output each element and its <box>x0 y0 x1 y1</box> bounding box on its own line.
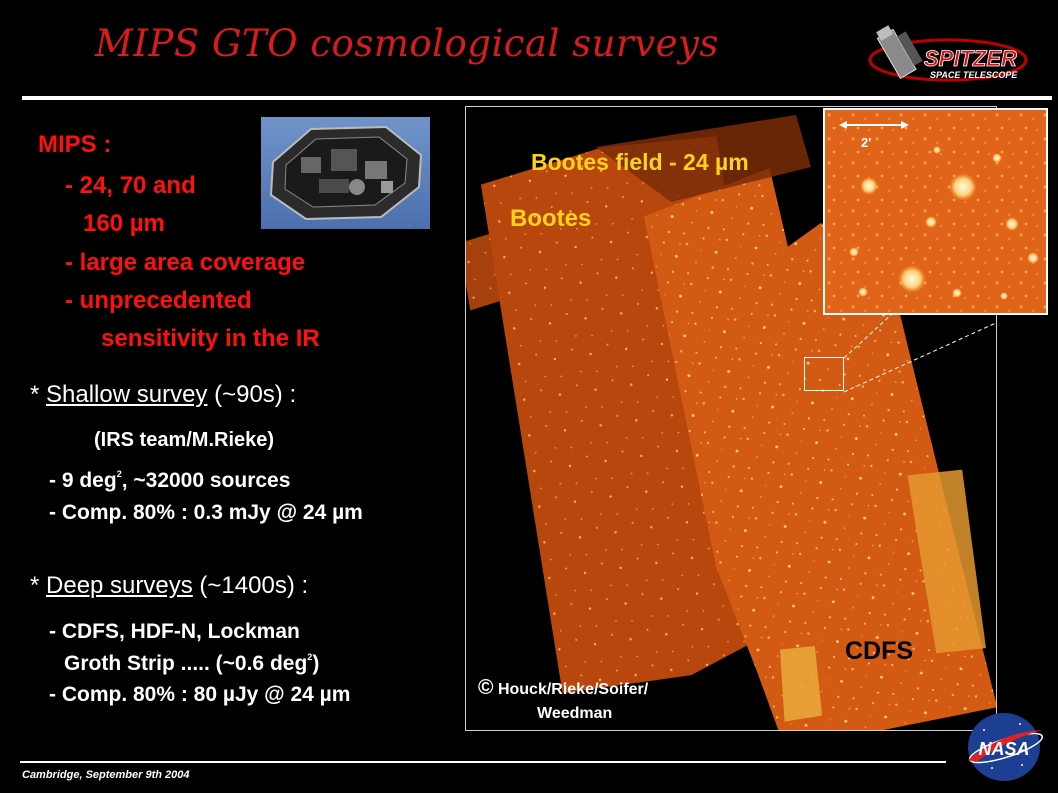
shallow-survey-area: - 9 deg2, ~32000 sources <box>49 469 291 492</box>
mips-line-sensitivity: sensitivity in the IR <box>101 325 320 352</box>
mips-instrument-photo: ... <box>261 117 430 229</box>
deep-surveys-groth: Groth Strip ..... (~0.6 deg2) <box>64 652 320 675</box>
bootes-field-title: Bootes field - 24 µm <box>531 149 749 175</box>
mips-line-coverage: - large area coverage <box>65 249 306 276</box>
survey-map <box>466 115 996 730</box>
top-rule <box>22 96 1052 100</box>
image-credit-line1: © Houck/Rieke/Soifer/ <box>478 676 649 699</box>
svg-text:SPACE TELESCOPE: SPACE TELESCOPE <box>930 70 1018 80</box>
zoom-inset-image <box>823 108 1048 315</box>
deep-surveys-completeness: - Comp. 80% : 80 µJy @ 24 µm <box>49 683 351 706</box>
shallow-survey-heading: * Shallow survey (~90s) : <box>30 381 297 408</box>
zoom-inset-map <box>825 110 1046 313</box>
deep-surveys-heading: * Deep surveys (~1400s) : <box>30 572 309 599</box>
svg-text:NASA: NASA <box>978 739 1029 759</box>
shallow-survey-team: (IRS team/M.Rieke) <box>94 429 275 451</box>
cdfs-label: CDFS <box>845 637 914 665</box>
mips-line-wavelengths: - 24, 70 and <box>65 172 196 199</box>
bootes-label: Bootes <box>510 205 592 232</box>
slide-title: MIPS GTO cosmological surveys <box>95 22 719 65</box>
deep-surveys-fields: - CDFS, HDF-N, Lockman <box>49 620 300 643</box>
svg-text:SPITZER: SPITZER <box>924 46 1017 71</box>
footer-text: Cambridge, September 9th 2004 <box>22 769 190 781</box>
mips-line-160: 160 µm <box>83 210 165 237</box>
image-credit-line2: Weedman <box>537 705 613 722</box>
mips-line-unprecedented: - unprecedented <box>65 287 252 314</box>
nasa-logo: NASA <box>968 713 1043 781</box>
zoom-scale-label: 2' <box>861 135 872 150</box>
mips-heading: MIPS : <box>38 131 112 158</box>
bottom-rule <box>20 761 946 763</box>
zoom-selection-box <box>804 357 844 391</box>
shallow-survey-completeness: - Comp. 80% : 0.3 mJy @ 24 µm <box>49 501 363 524</box>
spitzer-logo: SPITZER SPACE TELESCOPE <box>868 25 1028 82</box>
svg-text:...: ... <box>408 222 411 227</box>
